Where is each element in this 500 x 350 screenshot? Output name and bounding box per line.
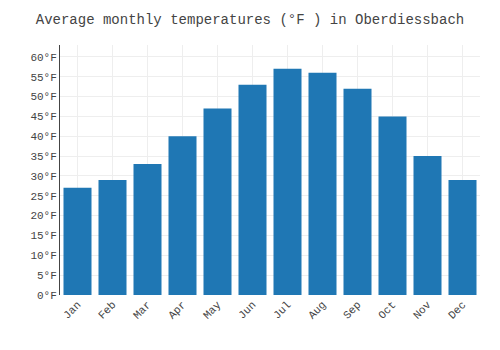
svg-text:Aug: Aug bbox=[306, 299, 328, 321]
svg-text:May: May bbox=[201, 299, 224, 322]
svg-text:30°F: 30°F bbox=[30, 171, 56, 183]
svg-text:10°F: 10°F bbox=[30, 250, 56, 262]
svg-text:Feb: Feb bbox=[96, 299, 118, 321]
svg-text:0°F: 0°F bbox=[37, 290, 57, 302]
svg-text:15°F: 15°F bbox=[30, 230, 56, 242]
svg-text:60°F: 60°F bbox=[30, 52, 56, 64]
svg-text:55°F: 55°F bbox=[30, 72, 56, 84]
svg-text:50°F: 50°F bbox=[30, 91, 56, 103]
svg-text:Oct: Oct bbox=[376, 299, 398, 321]
svg-text:20°F: 20°F bbox=[30, 210, 56, 222]
svg-text:Mar: Mar bbox=[131, 299, 153, 321]
svg-text:Sep: Sep bbox=[341, 299, 363, 321]
svg-text:Nov: Nov bbox=[411, 299, 434, 322]
svg-text:45°F: 45°F bbox=[30, 111, 56, 123]
svg-text:Jun: Jun bbox=[236, 299, 258, 321]
svg-text:Jul: Jul bbox=[271, 299, 293, 321]
svg-text:Jan: Jan bbox=[61, 299, 83, 321]
svg-text:Dec: Dec bbox=[446, 299, 468, 321]
svg-text:25°F: 25°F bbox=[30, 191, 56, 203]
svg-text:35°F: 35°F bbox=[30, 151, 56, 163]
svg-text:Apr: Apr bbox=[166, 299, 188, 321]
svg-text:Average monthly temperatures (: Average monthly temperatures (°F ) in Ob… bbox=[36, 12, 464, 28]
svg-text:40°F: 40°F bbox=[30, 131, 56, 143]
svg-text:5°F: 5°F bbox=[37, 270, 57, 282]
